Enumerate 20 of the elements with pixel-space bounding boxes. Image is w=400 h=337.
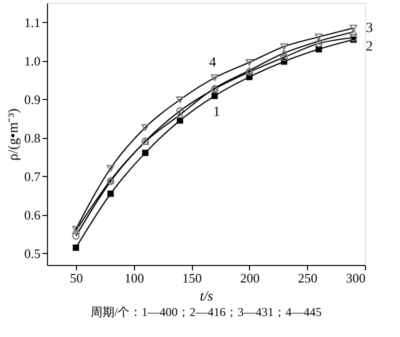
x-tick-label: 50 [70,270,83,286]
x-tick-label: 150 [182,270,202,286]
series-label: 3 [366,20,373,36]
y-axis-title: ρ/(g•m⁻³) [6,108,22,161]
x-axis-title: t/s [200,290,214,304]
y-tick-label: 0.9 [24,92,40,107]
y-tick-label: 1.1 [24,14,40,30]
series-label: 2 [366,40,373,55]
series-label: 1 [213,104,220,120]
x-tick-label: 250 [298,270,318,286]
y-tick-label: 0.5 [24,246,40,261]
y-tick-label: 0.8 [24,130,40,146]
x-tick-label: 200 [240,270,260,286]
series-label: 4 [209,56,216,71]
x-tick-label: 300 [346,270,366,286]
y-tick-label: 0.6 [24,207,41,222]
text: 周期/个：1—400；2—416；3—431；4—445 [90,305,322,319]
y-tick-label: 1.0 [24,53,40,68]
x-tick-label: 100 [124,270,144,286]
y-tick-label: 0.7 [24,168,41,184]
